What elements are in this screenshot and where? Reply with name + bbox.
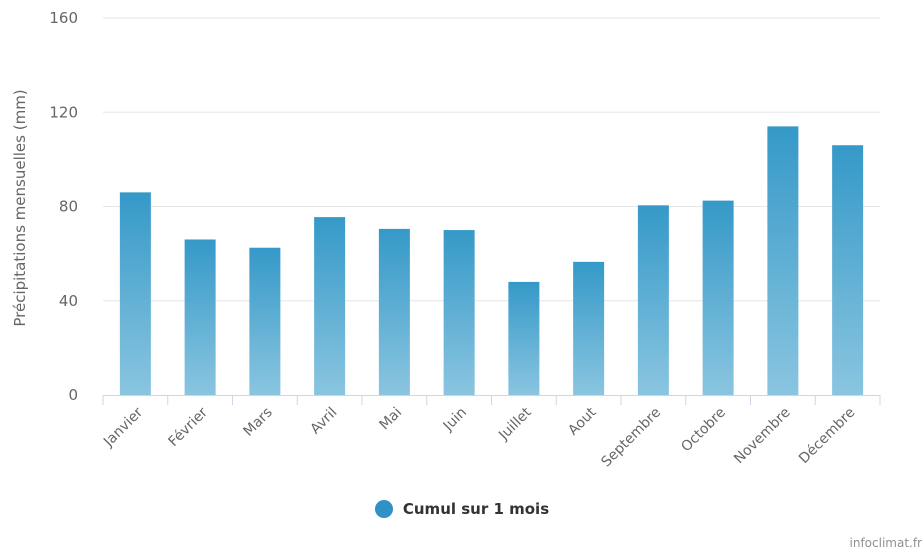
x-tick-label: Janvier (100, 404, 146, 450)
bar-septembre[interactable] (637, 205, 669, 395)
y-tick-label: 0 (68, 386, 78, 404)
bar-mai[interactable] (378, 228, 410, 395)
legend[interactable]: Cumul sur 1 mois (0, 500, 924, 518)
bar-novembre[interactable] (767, 126, 799, 395)
x-tick-label: Octobre (678, 405, 729, 456)
bar-juin[interactable] (443, 230, 475, 395)
x-tick-label: Mai (377, 405, 406, 434)
y-axis-label: Précipitations mensuelles (mm) (11, 89, 29, 326)
x-tick-label: Juillet (495, 404, 535, 444)
x-tick-label: Février (166, 404, 212, 450)
x-tick-label: Juin (440, 405, 470, 435)
x-axis-ticks: Janvier Février Mars Avril Mai Juin Juillet Aou… (100, 404, 858, 470)
y-tick-label: 80 (59, 198, 78, 216)
bars (119, 126, 864, 395)
x-tick-label: Avril (308, 405, 341, 438)
x-tick-label: Septembre (598, 405, 664, 471)
x-tick-label: Aout (565, 404, 599, 438)
bar-décembre[interactable] (832, 145, 864, 395)
y-tick-label: 40 (59, 292, 78, 310)
bar-juillet[interactable] (508, 281, 540, 395)
y-tick-label: 120 (49, 103, 78, 121)
x-tick-label: Décembre (796, 405, 858, 467)
bar-janvier[interactable] (119, 192, 151, 395)
legend-series-marker-icon (374, 500, 393, 518)
credit-text[interactable]: infoclimat.fr (849, 536, 923, 550)
grid-lines (103, 17, 880, 302)
x-tick-label: Novembre (731, 405, 794, 468)
bar-mars[interactable] (249, 247, 281, 395)
bar-aout[interactable] (573, 261, 605, 395)
bar-avril[interactable] (314, 217, 346, 395)
x-axis (102, 395, 881, 405)
legend-series-label: Cumul sur 1 mois (402, 500, 550, 518)
bar-février[interactable] (184, 239, 216, 395)
y-axis-ticks: 0 40 80 120 160 (49, 9, 78, 404)
y-tick-label: 160 (49, 9, 78, 27)
x-tick-label: Mars (241, 405, 276, 440)
bar-octobre[interactable] (702, 200, 734, 395)
